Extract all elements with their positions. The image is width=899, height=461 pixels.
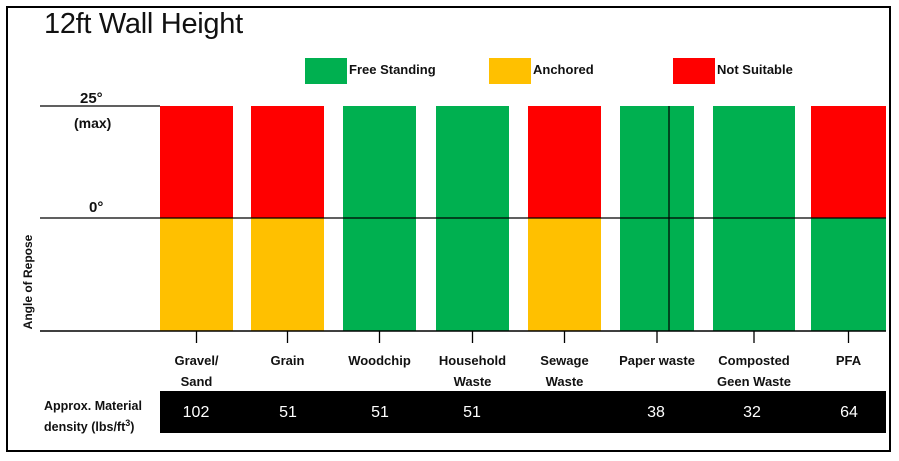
bar-upper-segment-0 [160,106,233,218]
legend-swatch-anchored [489,58,531,84]
density-value-2: 51 [371,404,389,421]
category-label-6: Composted Geen Waste [717,353,791,389]
category-label-3: Household Waste [438,353,507,389]
bar-upper-segment-2 [343,106,416,218]
bar-lower-segment-0 [160,218,233,331]
category-label-7: PFA [835,353,862,368]
bar-upper-segment-4 [528,106,601,218]
category-label-5: Paper waste [619,353,695,368]
density-value-5: 38 [647,404,665,421]
y-tick-zero: 0° [89,199,104,216]
legend-swatch-free-standing [305,58,347,84]
bar-lower-segment-7 [811,218,886,331]
bar-lower-segment-3 [436,218,509,331]
density-value-6: 32 [743,404,761,421]
bar-upper-segment-3 [436,106,509,218]
bar-lower-segment-6 [713,218,795,331]
category-label-4: Sewage Waste [540,353,589,389]
category-label-0: Gravel/Sand [174,353,219,389]
bar-upper-segment-5 [620,106,694,218]
legend-label-not-suitable: Not Suitable [717,62,793,77]
bar-lower-segment-2 [343,218,416,331]
legend-swatch-not-suitable [673,58,715,84]
density-value-0: 102 [182,404,210,421]
density-value-1: 51 [279,404,297,421]
bar-lower-segment-1 [251,218,324,331]
density-value-7: 64 [840,404,858,421]
legend-label-anchored: Anchored [533,62,594,77]
category-label-1: Grain [270,353,305,368]
density-row-background [160,391,886,433]
chart-title: 12ft Wall Height [44,8,243,40]
density-value-3: 51 [463,404,481,421]
bar-lower-segment-5 [620,218,694,331]
density-row-title: Approx. Material density (lbs/ft3) [44,398,142,436]
bar-lower-segment-4 [528,218,601,331]
chart-frame [6,6,891,452]
y-tick-max-note: (max) [74,115,112,131]
bar-upper-segment-6 [713,106,795,218]
bar-upper-segment-1 [251,106,324,218]
category-label-2: Woodchip [348,353,411,368]
legend-label-free-standing: Free Standing [349,62,436,77]
density-row-title-line1: Approx. Material [44,399,142,413]
density-row-title-line2: density (lbs/ft3) [44,418,135,435]
bar-upper-segment-7 [811,106,886,218]
y-tick-max: 25° [80,90,103,107]
